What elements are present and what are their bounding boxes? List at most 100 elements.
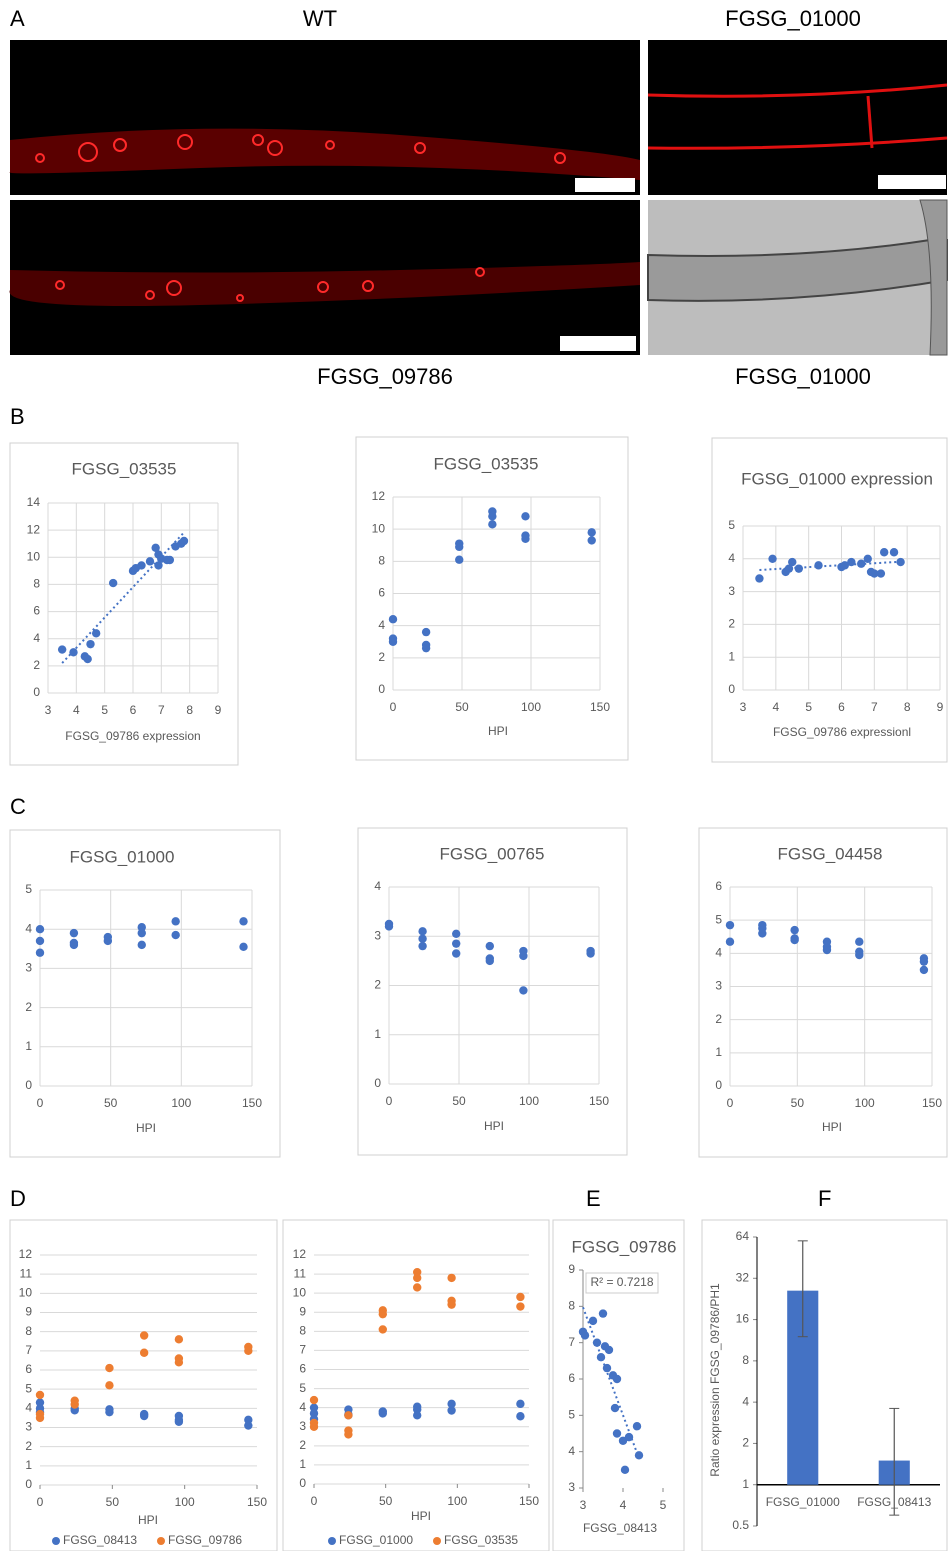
panel-label: A — [10, 6, 25, 31]
image-caption: FGSG_01000 — [725, 6, 861, 31]
point — [814, 561, 822, 569]
x-tick-label: FGSG_08413 — [857, 1495, 931, 1509]
point — [36, 937, 44, 945]
point — [244, 1421, 252, 1429]
chart: 01234050100150FGSG_00765HPI — [358, 828, 627, 1155]
y-tick-label: 1 — [728, 649, 735, 663]
point — [138, 941, 146, 949]
chart-title: FGSG_03535 — [434, 454, 539, 473]
point — [488, 512, 496, 520]
point — [389, 615, 397, 623]
point — [890, 548, 898, 556]
point — [379, 1310, 387, 1318]
x-axis-label: HPI — [138, 1513, 158, 1527]
chart-frame — [10, 830, 280, 1157]
y-tick-label: 14 — [27, 495, 41, 509]
y-tick-label: 5 — [299, 1381, 306, 1395]
x-tick-label: 150 — [589, 1094, 609, 1108]
x-tick-label: 50 — [106, 1495, 120, 1509]
point — [920, 966, 928, 974]
panel-label: D — [10, 1186, 26, 1211]
image-caption: FGSG_01000 — [735, 364, 871, 389]
y-tick-label: 4 — [568, 1444, 575, 1458]
y-tick-label: 4 — [378, 618, 385, 632]
y-tick-label: 12 — [293, 1247, 307, 1261]
y-tick-label: 0 — [25, 1477, 32, 1491]
point — [422, 644, 430, 652]
y-tick-label: 12 — [372, 489, 386, 503]
point — [175, 1358, 183, 1366]
y-tick-label: 11 — [294, 1266, 307, 1280]
point — [877, 569, 885, 577]
point — [140, 1349, 148, 1357]
y-tick-label: 11 — [20, 1266, 33, 1280]
y-tick-label: 6 — [568, 1371, 575, 1385]
point — [605, 1346, 613, 1354]
point — [519, 952, 527, 960]
y-tick-label: 1 — [25, 1458, 32, 1472]
point — [790, 936, 798, 944]
y-tick-label: 12 — [27, 522, 41, 536]
y-tick-label: 6 — [299, 1362, 306, 1376]
y-tick-label: 4 — [33, 631, 40, 645]
point — [413, 1274, 421, 1282]
chart-title: FGSG_09786 — [572, 1237, 677, 1256]
point — [413, 1283, 421, 1291]
point — [310, 1423, 318, 1431]
x-tick-label: 8 — [186, 703, 193, 717]
y-tick-label: 7 — [25, 1343, 32, 1357]
point — [516, 1302, 524, 1310]
legend-label: FGSG_09786 — [168, 1533, 242, 1547]
y-tick-label: 2 — [25, 1000, 32, 1014]
point — [588, 536, 596, 544]
y-tick-label: 3 — [568, 1480, 575, 1494]
x-tick-label: 100 — [855, 1096, 875, 1110]
panel-label: E — [586, 1186, 601, 1211]
y-tick-label: 2 — [378, 650, 385, 664]
point — [823, 946, 831, 954]
point — [455, 556, 463, 564]
x-tick-label: 100 — [175, 1495, 195, 1509]
point — [105, 1381, 113, 1389]
x-tick-label: 100 — [171, 1096, 191, 1110]
y-tick-label: 2 — [33, 658, 40, 672]
x-tick-label: 8 — [904, 700, 911, 714]
y-tick-label: 3 — [728, 584, 735, 598]
legend-label: FGSG_08413 — [63, 1533, 137, 1547]
legend-label: FGSG_03535 — [444, 1533, 518, 1547]
y-tick-label: 5 — [25, 1381, 32, 1395]
chart-frame — [356, 437, 628, 760]
y-tick-label: 8 — [299, 1324, 306, 1338]
point — [726, 938, 734, 946]
y-tick-label: 2 — [299, 1438, 306, 1452]
x-tick-label: 9 — [937, 700, 944, 714]
x-tick-label: 4 — [73, 703, 80, 717]
x-tick-label: 5 — [660, 1498, 667, 1512]
x-tick-label: 5 — [805, 700, 812, 714]
x-axis-label: HPI — [136, 1121, 156, 1135]
chart-frame — [10, 1220, 277, 1551]
y-tick-label: 8 — [33, 577, 40, 591]
x-tick-label: 150 — [242, 1096, 262, 1110]
x-tick-label: 50 — [379, 1494, 393, 1508]
y-tick-label: 1 — [715, 1045, 722, 1059]
chart: 0123453456789FGSG_01000 expressionFGSG_0… — [712, 438, 947, 762]
annotation: R² = 0.7218 — [590, 1275, 653, 1289]
point — [447, 1274, 455, 1282]
y-tick-label: 2 — [728, 617, 735, 631]
point — [418, 942, 426, 950]
point — [104, 937, 112, 945]
y-tick-label: 32 — [736, 1270, 750, 1284]
point — [140, 1331, 148, 1339]
point — [177, 540, 185, 548]
point — [452, 949, 460, 957]
x-tick-label: 50 — [791, 1096, 805, 1110]
point — [452, 939, 460, 947]
x-tick-label: 100 — [519, 1094, 539, 1108]
point — [486, 957, 494, 965]
x-tick-label: 3 — [45, 703, 52, 717]
point — [613, 1429, 621, 1437]
point — [447, 1406, 455, 1414]
